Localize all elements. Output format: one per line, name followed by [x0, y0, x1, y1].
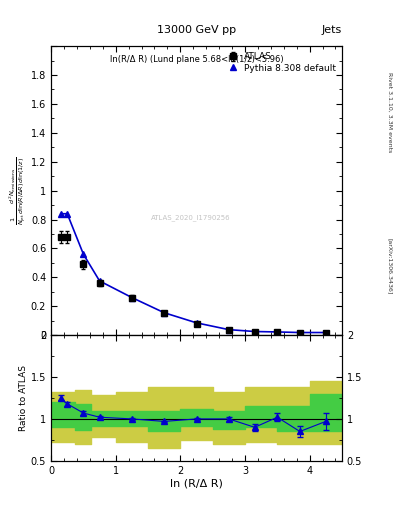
Pythia 8.308 default — [59, 210, 63, 217]
X-axis label: ln (R/Δ R): ln (R/Δ R) — [170, 478, 223, 488]
Text: ATLAS_2020_I1790256: ATLAS_2020_I1790256 — [151, 215, 231, 221]
Pythia 8.308 default — [194, 320, 199, 326]
Text: ln(R/Δ R) (Lund plane 5.68<ln(1/z)<5.96): ln(R/Δ R) (Lund plane 5.68<ln(1/z)<5.96) — [110, 55, 283, 64]
Pythia 8.308 default — [97, 278, 102, 284]
Text: 13000 GeV pp: 13000 GeV pp — [157, 25, 236, 35]
Pythia 8.308 default — [81, 251, 86, 257]
Pythia 8.308 default — [298, 329, 302, 335]
Text: [arXiv:1306.3436]: [arXiv:1306.3436] — [387, 238, 392, 294]
Pythia 8.308 default — [275, 329, 280, 335]
Text: Jets: Jets — [321, 25, 342, 35]
Pythia 8.308 default — [252, 328, 257, 334]
Text: Rivet 3.1.10, 3.3M events: Rivet 3.1.10, 3.3M events — [387, 73, 392, 153]
Y-axis label: $\frac{1}{N_{\rm jet}}\frac{d^2 N_{\rm emissions}}{d\ln(R/\Delta R)\,d\ln(1/z)}$: $\frac{1}{N_{\rm jet}}\frac{d^2 N_{\rm e… — [7, 156, 28, 225]
Pythia 8.308 default — [130, 294, 134, 301]
Legend: ATLAS, Pythia 8.308 default: ATLAS, Pythia 8.308 default — [225, 51, 338, 74]
Y-axis label: Ratio to ATLAS: Ratio to ATLAS — [19, 365, 28, 431]
Line: Pythia 8.308 default: Pythia 8.308 default — [58, 210, 329, 336]
Pythia 8.308 default — [65, 210, 70, 217]
Pythia 8.308 default — [226, 327, 231, 333]
Pythia 8.308 default — [162, 310, 167, 316]
Pythia 8.308 default — [323, 329, 328, 335]
